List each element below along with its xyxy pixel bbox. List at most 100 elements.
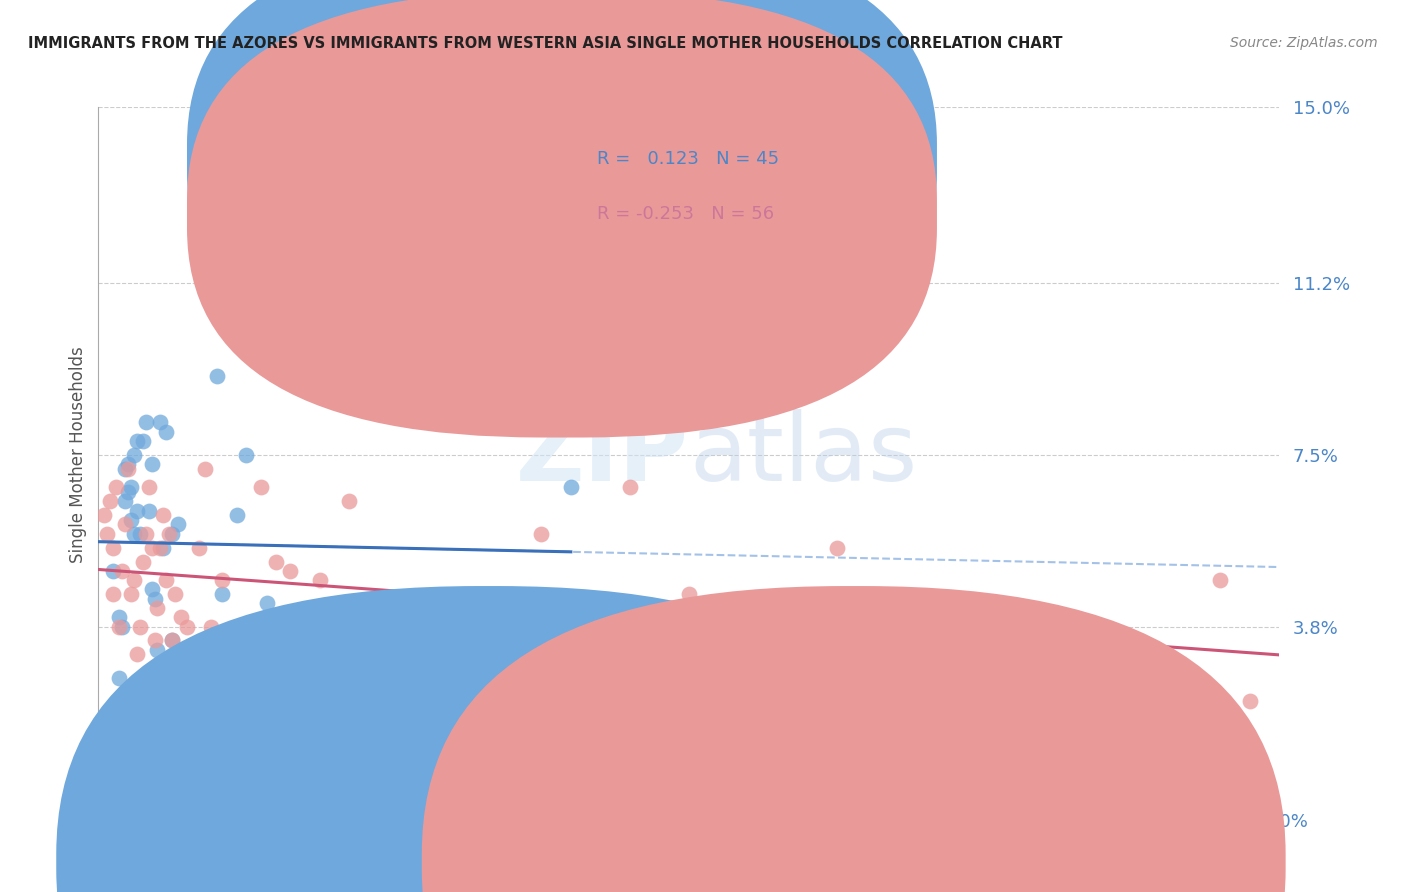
Point xyxy=(96,526,118,541)
Text: Immigrants from Western Asia: Immigrants from Western Asia xyxy=(866,855,1099,869)
Point xyxy=(170,642,193,657)
Point xyxy=(530,526,553,541)
Point xyxy=(155,425,177,439)
Point xyxy=(339,494,361,508)
Point xyxy=(441,694,464,708)
Point xyxy=(132,555,155,569)
Point xyxy=(93,508,115,523)
Point xyxy=(152,541,174,555)
Point xyxy=(138,503,160,517)
Point xyxy=(120,480,142,494)
Point xyxy=(224,665,246,680)
Point xyxy=(114,494,136,508)
Point xyxy=(138,480,160,494)
FancyBboxPatch shape xyxy=(187,0,936,437)
Point xyxy=(250,341,273,355)
Point xyxy=(200,262,222,277)
Point xyxy=(155,573,177,587)
Point xyxy=(141,457,163,471)
Y-axis label: Single Mother Households: Single Mother Households xyxy=(69,347,87,563)
Point xyxy=(226,508,249,523)
Point xyxy=(914,619,936,633)
Point xyxy=(176,619,198,633)
Point xyxy=(211,573,233,587)
Point xyxy=(181,680,204,694)
Point xyxy=(149,416,172,430)
FancyBboxPatch shape xyxy=(187,0,936,382)
Point xyxy=(157,526,180,541)
Point xyxy=(205,369,228,384)
Point xyxy=(167,648,190,662)
Point xyxy=(165,587,187,601)
Point xyxy=(117,462,139,476)
Point xyxy=(117,485,139,500)
Point xyxy=(114,517,136,532)
Point xyxy=(1209,573,1232,587)
Point xyxy=(141,541,163,555)
Point xyxy=(678,587,700,601)
Point xyxy=(294,694,316,708)
Point xyxy=(162,633,183,648)
Point xyxy=(103,541,125,555)
Point xyxy=(103,587,125,601)
Point xyxy=(125,434,148,448)
Point xyxy=(1032,680,1054,694)
Point xyxy=(560,480,582,494)
Point xyxy=(128,619,150,633)
FancyBboxPatch shape xyxy=(512,128,855,253)
Point xyxy=(194,462,217,476)
Point xyxy=(122,573,145,587)
Point xyxy=(184,680,207,694)
Point xyxy=(157,657,180,671)
Text: Source: ZipAtlas.com: Source: ZipAtlas.com xyxy=(1230,36,1378,50)
Point xyxy=(187,541,209,555)
Point xyxy=(382,648,405,662)
Point xyxy=(111,619,134,633)
Point xyxy=(141,582,163,597)
Point xyxy=(125,503,148,517)
Point xyxy=(309,573,332,587)
Point xyxy=(280,694,302,708)
Point xyxy=(211,587,233,601)
Text: ZIP: ZIP xyxy=(516,409,689,501)
Text: Immigrants from the Azores: Immigrants from the Azores xyxy=(501,855,716,869)
Point xyxy=(143,633,166,648)
Point xyxy=(98,494,121,508)
Point xyxy=(167,517,190,532)
Point xyxy=(135,526,157,541)
Text: R =   0.123   N = 45: R = 0.123 N = 45 xyxy=(596,150,779,168)
Point xyxy=(105,480,128,494)
Point xyxy=(256,596,278,610)
Point xyxy=(103,564,125,578)
Point xyxy=(264,555,287,569)
Point xyxy=(122,526,145,541)
Point xyxy=(125,648,148,662)
Text: R = -0.253   N = 56: R = -0.253 N = 56 xyxy=(596,205,773,223)
Point xyxy=(152,508,174,523)
Point xyxy=(176,665,198,680)
Text: atlas: atlas xyxy=(689,409,917,501)
Point xyxy=(128,526,150,541)
Point xyxy=(1239,694,1261,708)
Point xyxy=(143,591,166,606)
Point xyxy=(146,601,169,615)
Point xyxy=(205,648,228,662)
Point xyxy=(1121,665,1143,680)
Point xyxy=(825,541,848,555)
Point xyxy=(162,526,183,541)
Point xyxy=(294,619,316,633)
Point xyxy=(120,513,142,527)
Point xyxy=(973,680,995,694)
Point xyxy=(132,434,155,448)
Point xyxy=(120,587,142,601)
Point xyxy=(108,619,131,633)
Point xyxy=(235,448,257,462)
Point xyxy=(96,712,118,726)
Point xyxy=(117,457,139,471)
Point xyxy=(170,610,193,624)
Point xyxy=(108,671,131,685)
Point xyxy=(235,665,257,680)
Point xyxy=(250,480,273,494)
Point xyxy=(146,642,169,657)
Point xyxy=(181,657,204,671)
